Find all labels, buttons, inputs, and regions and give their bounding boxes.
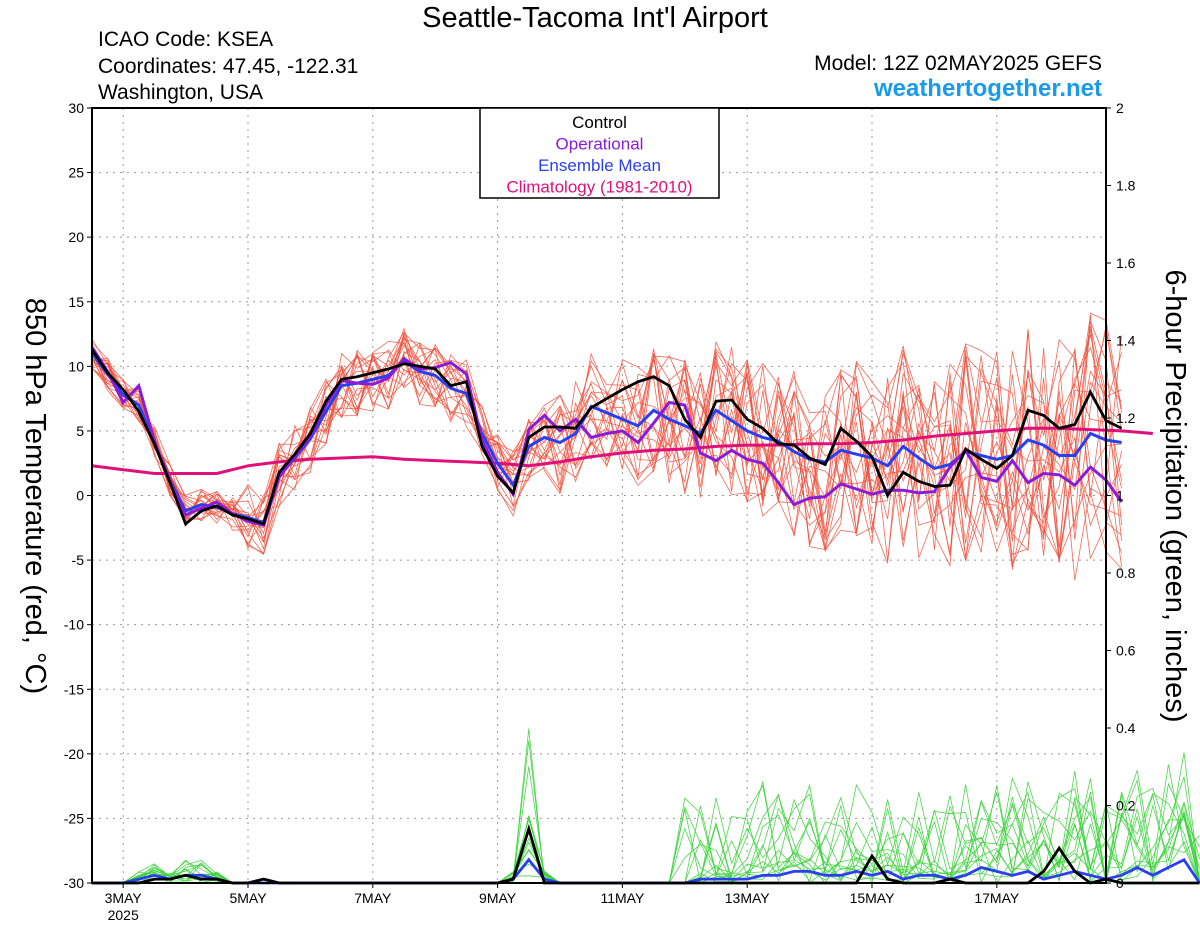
precip-member-line [92,740,1200,884]
x-tick-label: 11MAY [600,890,644,906]
y-tick-label: -25 [64,810,84,826]
x-tick-label: 17MAY [974,890,1020,906]
y2-tick-label: 0.2 [1116,798,1136,814]
y-tick-label: 20 [68,229,84,245]
control-temp-line [90,348,1123,527]
temp-member-line [91,345,1122,556]
temp-member-line [91,338,1122,557]
y2-tick-label: 0.6 [1116,643,1136,659]
y-tick-label: -20 [64,746,84,762]
legend-entry: Operational [556,135,644,154]
y2-tick-label: 2 [1116,100,1124,116]
legend-entry: Climatology (1981-2010) [506,178,692,197]
site-link[interactable]: weathertogether.net [873,75,1102,102]
y2-tick-label: 0.4 [1116,720,1136,736]
y-axis-label: 850 hPa Temperature (red, °C) [19,298,51,694]
x-tick-label: 7MAY [354,890,392,906]
y2-tick-label: 1.2 [1116,410,1136,426]
precip-member-line [92,784,1200,884]
x-year-label: 2025 [108,907,139,923]
temp-member-line [91,349,1122,570]
temp-member-line [91,314,1122,553]
coordinates: Coordinates: 47.45, -122.31 [98,55,359,78]
y2-tick-label: 1.4 [1116,333,1136,349]
y-tick-label: -15 [64,681,84,697]
legend-entry: Control [572,113,627,132]
location: Washington, USA [98,81,263,104]
y2-tick-label: 1.8 [1116,178,1136,194]
y-tick-label: -30 [64,875,84,891]
precip-member-line [92,787,1200,884]
icao-code: ICAO Code: KSEA [98,28,274,51]
model-run: Model: 12Z 02MAY2025 GEFS [814,52,1102,75]
page-title: Seattle-Tacoma Int'l Airport [422,2,768,34]
ensemble-members [91,312,1200,884]
temp-member-line [91,321,1122,560]
ticks: 302520151050-5-10-15-20-25-3021.81.61.41… [64,100,1136,923]
grid [92,108,1106,883]
temp-member-line [91,312,1122,556]
y2-tick-label: 1 [1116,488,1124,504]
x-tick-label: 5MAY [229,890,267,906]
precip-member-line [92,752,1200,884]
y-tick-label: 30 [68,100,84,116]
x-tick-label: 15MAY [850,890,896,906]
y-tick-label: 10 [68,358,84,374]
x-tick-label: 9MAY [479,890,517,906]
y2-tick-label: 1.6 [1116,255,1136,271]
x-tick-label: 3MAY [105,890,143,906]
temp-member-line [91,327,1122,561]
legend-entry: Ensemble Mean [538,156,661,175]
y-tick-label: -10 [64,617,84,633]
temp-member-line [91,338,1122,561]
precip-member-line [92,771,1200,884]
x-tick-label: 13MAY [725,890,771,906]
climatology-line [91,426,1153,475]
y-tick-label: -5 [72,552,85,568]
legend: Control Operational Ensemble Mean Climatolo… [479,107,720,199]
y2-tick-label: 0.8 [1116,565,1136,581]
temp-member-line [91,332,1122,560]
y2-tick-label: 0 [1116,875,1124,891]
legend-box [479,107,720,199]
y-tick-label: 25 [68,165,84,181]
y-tick-label: 0 [76,488,84,504]
y-tick-label: 5 [76,423,84,439]
y-tick-label: 15 [68,294,84,310]
y2-axis-label: 6-hour Precipitation (green, inches) [1159,270,1191,723]
temp-member-line [91,342,1122,568]
temp-member-line [91,338,1122,554]
